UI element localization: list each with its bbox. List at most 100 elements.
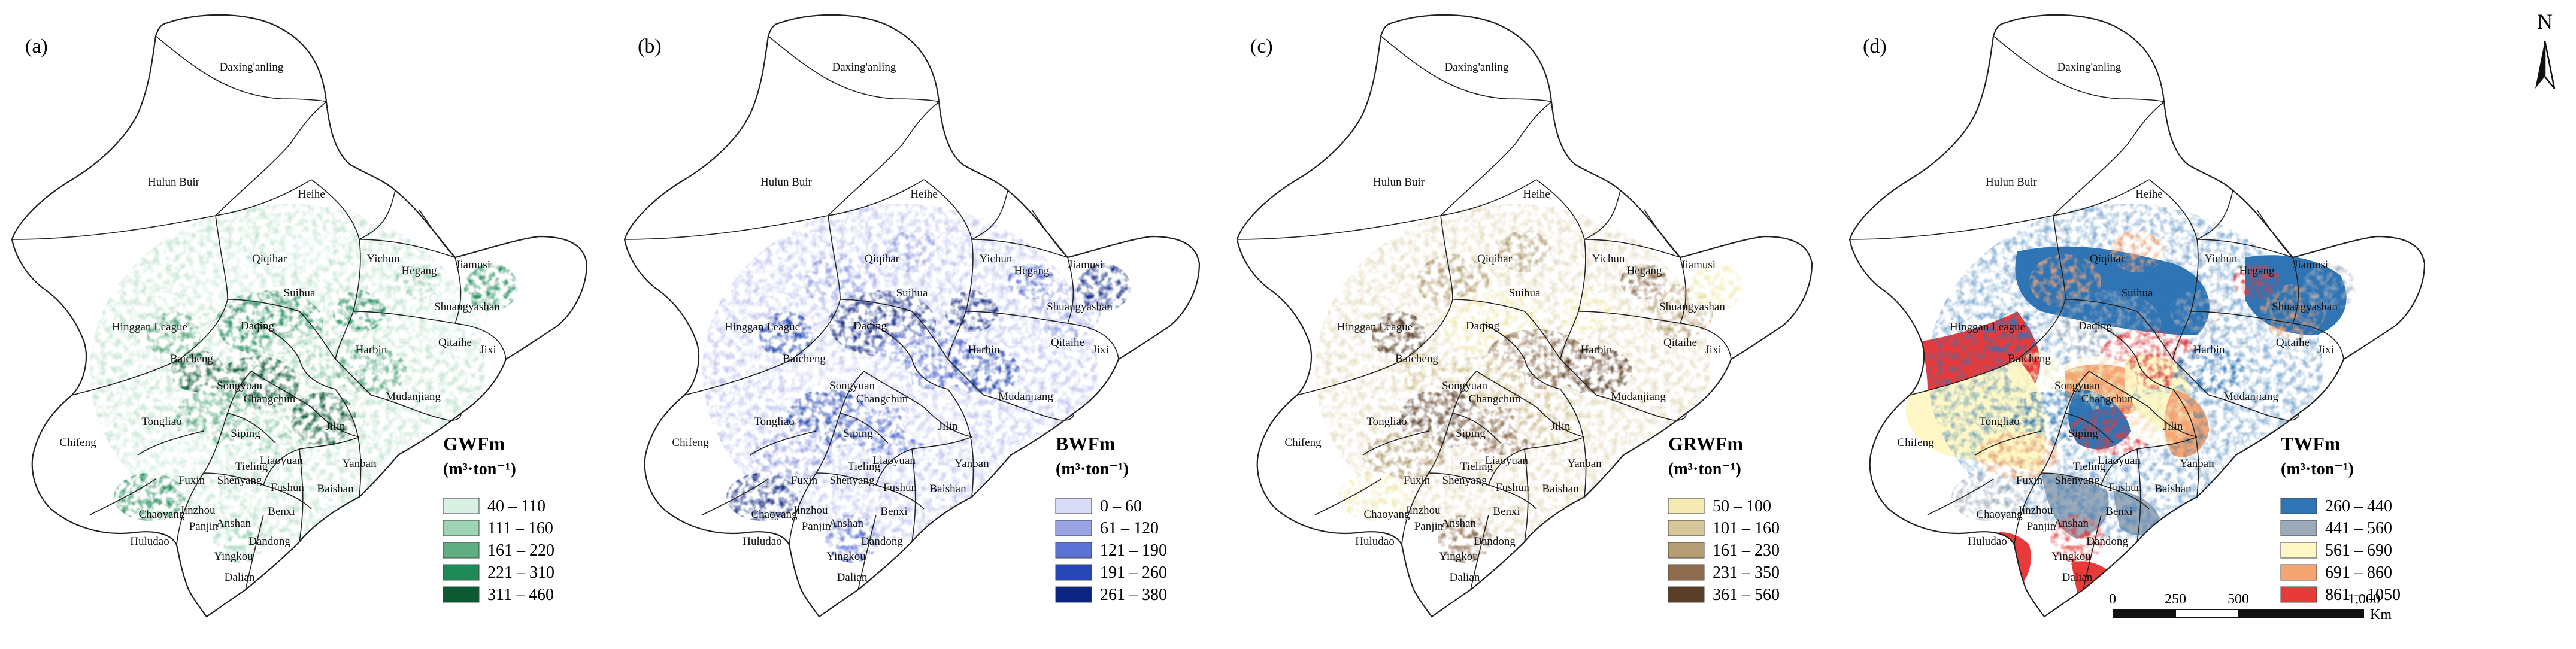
city-label: Harbin	[1581, 344, 1613, 356]
value-patch	[2302, 263, 2356, 311]
value-patch	[759, 311, 813, 359]
map-panel-a: (a) Daxing'anling Hulun Buir Heihe Qiqihar Yi…	[11, 14, 588, 618]
value-patch	[1077, 263, 1131, 311]
boundary-line	[2208, 395, 2299, 421]
map-panel-c: (c) Daxing'anling Hulun Buir Heihe Qiqihar Yi…	[1236, 14, 1813, 618]
city-label: Baicheng	[783, 353, 826, 365]
city-label: Tongliao	[1979, 416, 2019, 428]
legend-unit: (m³·ton⁻¹)	[443, 460, 516, 478]
boundary-line	[863, 371, 972, 438]
legend-swatch	[1668, 498, 1705, 514]
city-label: Dalian	[2062, 571, 2093, 584]
city-label: Qiqihar	[865, 253, 900, 265]
city-label: Fushun	[2108, 481, 2142, 494]
boundary-line	[971, 190, 1008, 240]
value-patch	[147, 311, 201, 359]
boundary-line	[71, 215, 228, 396]
city-label: Baishan	[929, 483, 966, 495]
legend-class-label: 40 – 110	[487, 497, 545, 515]
boundary-line	[2256, 209, 2293, 258]
boundary-line	[1584, 190, 1621, 240]
city-label: Hulun Buir	[1986, 176, 2038, 189]
boundary-line	[1927, 478, 1994, 515]
boundary-line	[947, 389, 974, 498]
city-label: Daxing'anling	[2057, 61, 2122, 74]
map-panel-d: (d) Daxing'anling Hulun Buir Heihe Qiqihar Yi…	[1848, 14, 2426, 618]
city-label: Yingkou	[1439, 550, 1478, 563]
value-patch	[2233, 263, 2281, 299]
boundary-line	[875, 436, 972, 486]
city-label: Chifeng	[59, 436, 96, 449]
boundary-line	[2089, 371, 2198, 438]
legend-swatch	[443, 520, 480, 536]
legend: TWFm (m³·ton⁻¹) 260 – 440 441 – 560 561 – 69…	[2280, 433, 2401, 604]
city-label: Dandong	[2086, 535, 2128, 548]
boundary-line	[971, 239, 1068, 258]
value-patch	[1372, 311, 1426, 359]
boundary-line	[89, 478, 156, 515]
legend-class-label: 561 – 690	[2325, 541, 2392, 560]
legend-class-label: 260 – 440	[2325, 497, 2392, 515]
value-patch	[335, 347, 407, 395]
city-label: Baishan	[1542, 483, 1579, 495]
city-label: Jixi	[1092, 344, 1108, 356]
boundary-line	[840, 413, 889, 444]
boundary-line	[2101, 436, 2198, 486]
city-label: Dandong	[1474, 535, 1516, 548]
city-label: Fuxin	[178, 474, 205, 487]
legend-unit: (m³·ton⁻¹)	[1056, 460, 1129, 478]
city-label: Qitaihe	[1663, 336, 1697, 349]
boundary-line	[454, 257, 462, 324]
city-label: Jilin	[2163, 420, 2183, 433]
city-label: Anshan	[216, 517, 251, 530]
boundary-outline	[1848, 14, 2426, 618]
boundary-line	[828, 101, 940, 216]
value-patch	[171, 350, 225, 392]
value-patch	[1498, 231, 1551, 272]
city-label: Jinzhou	[792, 504, 828, 517]
city-label: Yanban	[2180, 457, 2214, 470]
city-label: Huludao	[1968, 535, 2007, 548]
city-label: Benxi	[880, 505, 907, 518]
city-label: Hinggan League	[1337, 321, 1413, 333]
city-label: Jinzhou	[1405, 504, 1441, 517]
value-patch	[1984, 311, 2038, 359]
boundary-line	[245, 514, 264, 590]
city-label: Harbin	[356, 344, 387, 356]
boundary-line	[1524, 448, 1529, 542]
legend-title: TWFm	[2281, 433, 2341, 454]
city-label: Baishan	[317, 483, 354, 495]
city-label: Qiqihar	[252, 253, 287, 265]
boundary-line	[1644, 209, 1681, 258]
boundary-line	[311, 179, 361, 360]
city-label: Dandong	[248, 535, 290, 548]
boundary-line	[257, 323, 336, 390]
value-patch	[290, 392, 356, 446]
city-label: Qitaihe	[2276, 336, 2310, 349]
city-label: Qitaihe	[1051, 336, 1084, 349]
city-label: Hinggan League	[1950, 321, 2025, 333]
city-label: Dandong	[861, 535, 903, 548]
legend-class-label: 261 – 380	[1100, 586, 1167, 604]
city-label: Hegang	[1014, 265, 1050, 277]
boundary-line	[1401, 371, 1477, 545]
city-label: Yanban	[1567, 457, 1602, 470]
legend-swatch	[1668, 542, 1705, 559]
city-label: Jiamusi	[1068, 259, 1103, 271]
city-label: Shenyang	[830, 474, 875, 487]
city-label: Liaoyuan	[872, 454, 916, 467]
legend-class-label: 861 – 1050	[2325, 586, 2401, 604]
boundary-line	[857, 514, 877, 590]
boundary-line	[816, 472, 925, 510]
boundary-line	[227, 413, 276, 444]
value-patch	[138, 431, 222, 479]
value-patch	[948, 347, 1020, 395]
boundary-line	[1596, 395, 1687, 421]
city-label: Shenyang	[2055, 474, 2100, 487]
city-label: Suihua	[284, 287, 316, 299]
legend-swatch	[1668, 564, 1705, 581]
city-label: Chaoyang	[1363, 508, 1410, 521]
legend-class-label: 161 – 230	[1713, 541, 1780, 560]
city-label: Fuxin	[791, 474, 818, 487]
panel-label: (d)	[1863, 35, 1887, 57]
